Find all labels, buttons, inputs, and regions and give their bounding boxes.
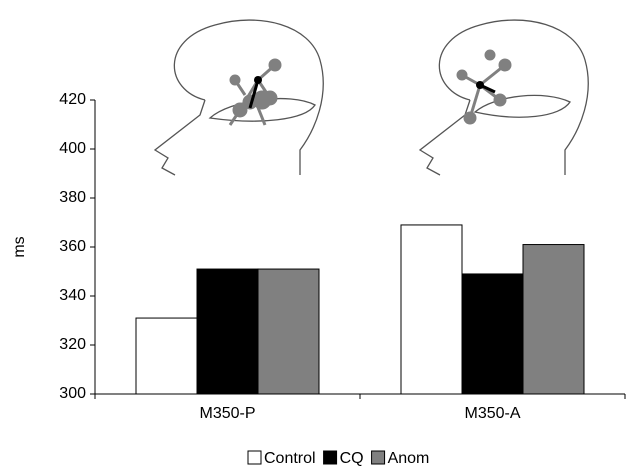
y-tick-label: 400 <box>59 140 86 157</box>
page: ms 300 320 340 360 380 400 420 M350-P M350-A Cont… <box>0 0 633 467</box>
bar <box>136 318 197 394</box>
y-tick-label: 320 <box>59 336 86 353</box>
bar <box>462 274 523 394</box>
legend-swatch <box>248 451 261 464</box>
y-tick-label: 340 <box>59 287 86 304</box>
bar <box>197 269 258 394</box>
y-tick-label: 300 <box>59 385 86 402</box>
y-tick-label: 420 <box>59 91 86 108</box>
y-tick-label: 360 <box>59 238 86 255</box>
legend-label: CQ <box>340 450 364 467</box>
x-tick-label: M350-A <box>464 405 520 422</box>
bar <box>523 245 584 394</box>
legend-label: Anom <box>388 450 430 467</box>
x-tick-label: M350-P <box>199 405 255 422</box>
legend-swatch <box>324 451 337 464</box>
bar <box>258 269 319 394</box>
illustration <box>155 20 588 175</box>
bar <box>401 225 462 394</box>
legend-swatch <box>372 451 385 464</box>
chart: ms 300 320 340 360 380 400 420 M350-P M350-A Cont… <box>0 0 633 467</box>
y-axis-label: ms <box>11 236 28 257</box>
legend-label: Control <box>264 450 316 467</box>
y-tick-label: 380 <box>59 189 86 206</box>
